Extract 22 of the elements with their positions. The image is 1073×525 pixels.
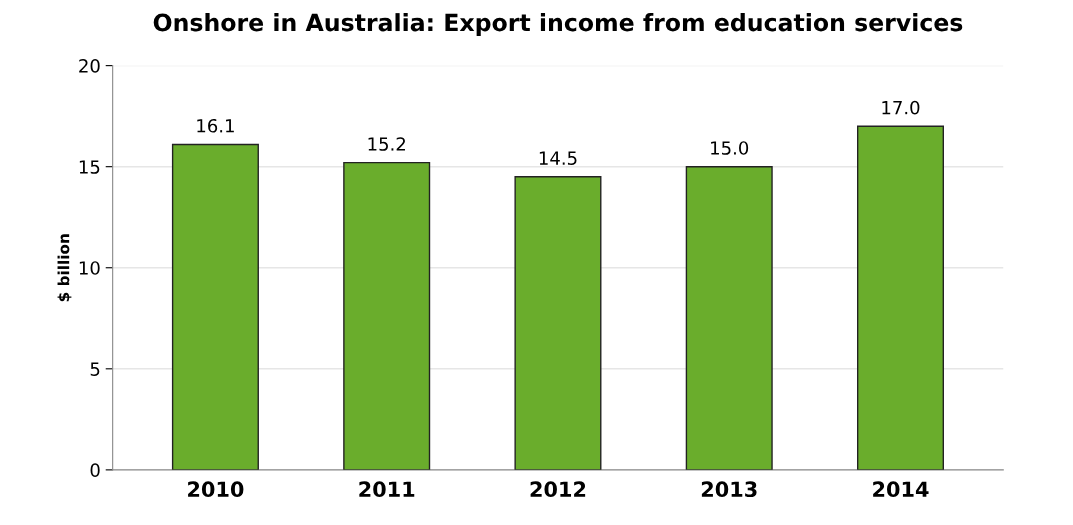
y-tick-label: 20 bbox=[79, 59, 100, 73]
chart-title: Onshore in Australia: Export income from education services bbox=[153, 13, 963, 36]
x-tick-label: 2010 bbox=[188, 481, 244, 498]
x-tick-label: 2011 bbox=[359, 481, 415, 498]
y-tick-label: 0 bbox=[90, 463, 100, 477]
data-label: 15.2 bbox=[368, 137, 405, 151]
x-tick-label: 2014 bbox=[873, 481, 929, 498]
x-tick-label: 2013 bbox=[701, 481, 757, 498]
y-tick-label: 5 bbox=[90, 362, 100, 376]
bar bbox=[685, 165, 773, 470]
data-label: 15.0 bbox=[711, 141, 749, 155]
y-tick-label: 10 bbox=[79, 261, 100, 275]
bar bbox=[171, 143, 259, 470]
bar bbox=[856, 125, 945, 470]
data-label: 16.1 bbox=[197, 118, 234, 133]
x-tick-label: 2012 bbox=[530, 481, 586, 498]
y-tick-label: 15 bbox=[79, 160, 100, 174]
data-label: 17.0 bbox=[882, 100, 920, 115]
data-label: 14.5 bbox=[539, 151, 577, 165]
bar bbox=[514, 176, 602, 470]
y-axis-title: $ billion bbox=[57, 234, 72, 302]
bar bbox=[343, 161, 431, 470]
